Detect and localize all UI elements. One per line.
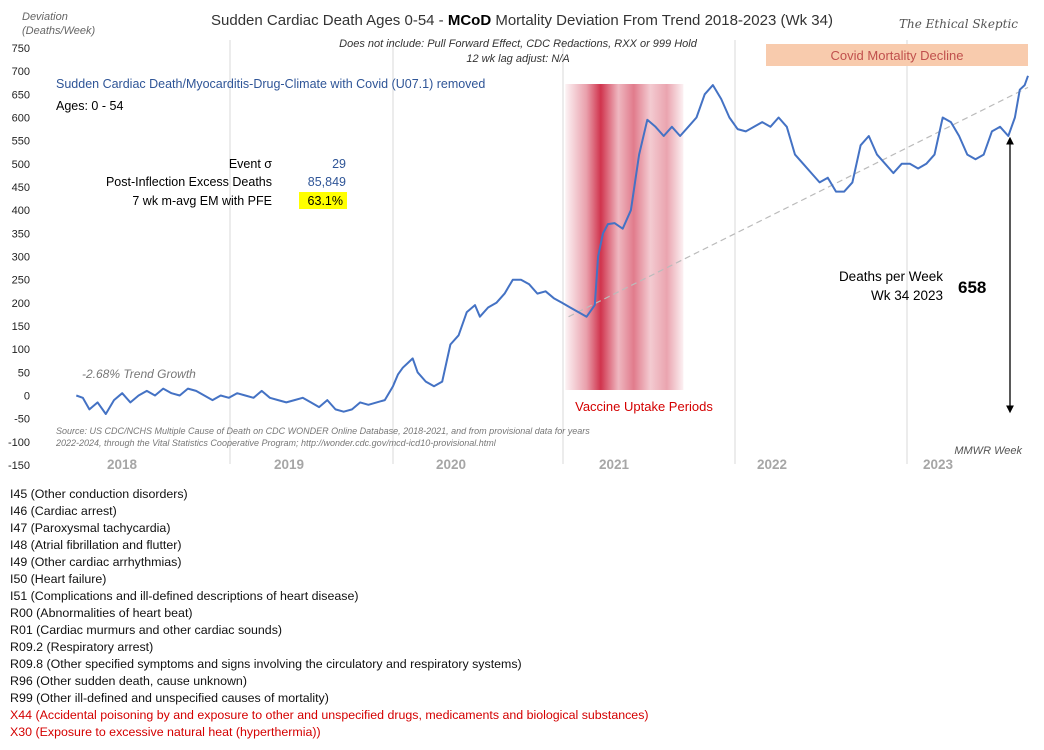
cause-code-item: I51 (Complications and ill-defined descr… bbox=[10, 589, 359, 603]
stat-label: Post-Inflection Excess Deaths bbox=[106, 175, 272, 189]
cause-code-item: I45 (Other conduction disorders) bbox=[10, 487, 188, 501]
cause-code-item: I46 (Cardiac arrest) bbox=[10, 504, 117, 518]
source-line-2: 2022-2024, through the Vital Statistics … bbox=[55, 438, 497, 448]
cause-code-item: R99 (Other ill-defined and unspecified c… bbox=[10, 691, 329, 705]
stats-block: Event σ 29 Post-Inflection Excess Deaths… bbox=[106, 157, 347, 209]
trend-growth-label: -2.68% Trend Growth bbox=[82, 367, 196, 381]
stat-value: 85,849 bbox=[308, 175, 346, 189]
covid-decline-band bbox=[766, 44, 1028, 66]
x-year-label: 2022 bbox=[757, 457, 787, 472]
y-tick-label: 700 bbox=[12, 66, 30, 78]
y-tick-label: 150 bbox=[12, 321, 30, 333]
trend-line bbox=[568, 86, 1029, 318]
y-axis-label-2: (Deaths/Week) bbox=[22, 25, 95, 37]
deaths-label-2: Wk 34 2023 bbox=[871, 288, 943, 303]
cause-code-item: R09.2 (Respiratory arrest) bbox=[10, 640, 154, 654]
chart-title-bold: MCoD bbox=[448, 12, 491, 29]
y-tick-label: -150 bbox=[8, 460, 30, 472]
vaccine-uptake-band bbox=[565, 84, 684, 390]
y-tick-label: 200 bbox=[12, 298, 30, 310]
stat-highlight bbox=[299, 192, 347, 209]
y-axis-ticks: -150 -100 -50 0 50 100 150 200 250 300 350 400 450 50… bbox=[8, 43, 30, 472]
cause-code-item: I48 (Atrial fibrillation and flutter) bbox=[10, 538, 182, 552]
y-tick-label: -100 bbox=[8, 437, 30, 449]
y-tick-label: -50 bbox=[14, 414, 30, 426]
deaths-value: 658 bbox=[958, 278, 986, 297]
source-line-1: Source: US CDC/NCHS Multiple Cause of De… bbox=[56, 426, 590, 436]
y-tick-label: 750 bbox=[12, 43, 30, 55]
chart-subtitle-1: Does not include: Pull Forward Effect, C… bbox=[339, 38, 698, 50]
cause-code-item: R09.8 (Other specified symptoms and sign… bbox=[10, 657, 522, 671]
stat-value: 63.1% bbox=[308, 194, 343, 208]
stat-label: Event σ bbox=[229, 157, 272, 171]
x-axis-label: MMWR Week bbox=[954, 445, 1022, 457]
stat-value: 29 bbox=[332, 157, 346, 171]
y-tick-label: 450 bbox=[12, 182, 30, 194]
ages-label: Ages: 0 - 54 bbox=[56, 99, 123, 113]
vaccine-uptake-label: Vaccine Uptake Periods bbox=[575, 399, 713, 414]
y-tick-label: 50 bbox=[18, 367, 30, 379]
cause-code-item: I50 (Heart failure) bbox=[10, 572, 107, 586]
x-year-label: 2018 bbox=[107, 457, 138, 472]
y-tick-label: 100 bbox=[12, 344, 30, 356]
cause-code-item: I49 (Other cardiac arrhythmias) bbox=[10, 555, 182, 569]
x-year-label: 2023 bbox=[923, 457, 954, 472]
cause-code-list: I45 (Other conduction disorders) I46 (Car… bbox=[10, 486, 649, 741]
x-year-label: 2021 bbox=[599, 457, 630, 472]
cause-code-item: R96 (Other sudden death, cause unknown) bbox=[10, 674, 247, 688]
y-tick-label: 550 bbox=[12, 136, 30, 148]
cause-code-item: X30 (Exposure to excessive natural heat … bbox=[10, 725, 321, 739]
cause-code-item: R01 (Cardiac murmurs and other cardiac s… bbox=[10, 623, 283, 637]
stat-label: 7 wk m-avg EM with PFE bbox=[132, 194, 272, 208]
cause-code-item: R00 (Abnormalities of heart beat) bbox=[10, 606, 193, 620]
year-labels: 2018 2019 2020 2021 2022 2023 bbox=[107, 457, 954, 472]
series-label: Sudden Cardiac Death/Myocarditis-Drug-Cl… bbox=[56, 77, 485, 91]
covid-decline-label: Covid Mortality Decline bbox=[831, 48, 964, 63]
chart: Covid Mortality Decline Sudden Cardiac D… bbox=[8, 11, 1029, 472]
y-tick-label: 0 bbox=[24, 391, 30, 403]
chart-title: Sudden Cardiac Death Ages 0-54 - MCoD Mo… bbox=[211, 12, 833, 29]
year-gridlines bbox=[229, 40, 908, 464]
chart-title-suffix: Mortality Deviation From Trend 2018-2023… bbox=[491, 12, 833, 29]
brand-logo: The Ethical Skeptic bbox=[899, 17, 1018, 31]
series-line bbox=[75, 75, 1029, 415]
x-year-label: 2019 bbox=[274, 457, 304, 472]
cause-code-item: I47 (Paroxysmal tachycardia) bbox=[10, 521, 171, 535]
cause-code-item: X44 (Accidental poisoning by and exposur… bbox=[10, 708, 649, 722]
y-tick-label: 500 bbox=[12, 159, 30, 171]
y-tick-label: 650 bbox=[12, 89, 30, 101]
y-tick-label: 250 bbox=[12, 275, 30, 287]
deaths-label-1: Deaths per Week bbox=[839, 269, 943, 284]
y-tick-label: 350 bbox=[12, 228, 30, 240]
y-tick-label: 300 bbox=[12, 252, 30, 264]
y-tick-label: 400 bbox=[12, 205, 30, 217]
chart-title-prefix: Sudden Cardiac Death Ages 0-54 - bbox=[211, 12, 448, 29]
x-year-label: 2020 bbox=[436, 457, 466, 472]
y-axis-label-1: Deviation bbox=[22, 11, 68, 23]
chart-subtitle-2: 12 wk lag adjust: N/A bbox=[466, 53, 569, 65]
y-tick-label: 600 bbox=[12, 113, 30, 125]
